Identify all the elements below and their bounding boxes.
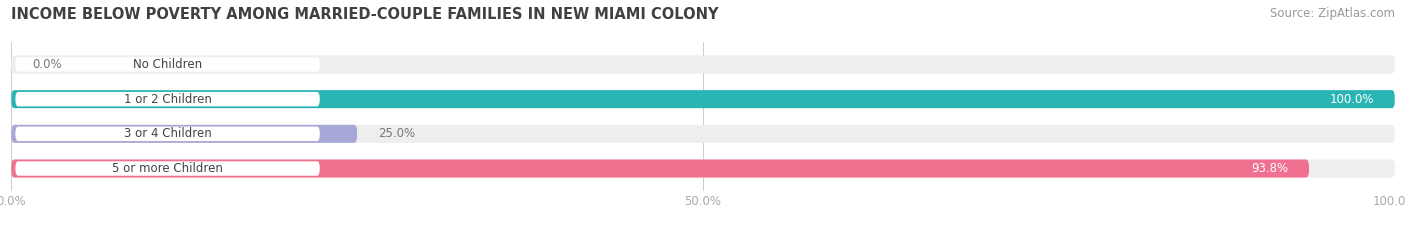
Text: 100.0%: 100.0% bbox=[1330, 93, 1374, 106]
FancyBboxPatch shape bbox=[11, 90, 1395, 108]
FancyBboxPatch shape bbox=[11, 160, 1395, 178]
Text: No Children: No Children bbox=[134, 58, 202, 71]
Text: 93.8%: 93.8% bbox=[1251, 162, 1288, 175]
Text: 1 or 2 Children: 1 or 2 Children bbox=[124, 93, 211, 106]
Text: 0.0%: 0.0% bbox=[32, 58, 62, 71]
FancyBboxPatch shape bbox=[15, 161, 319, 176]
FancyBboxPatch shape bbox=[15, 57, 319, 72]
FancyBboxPatch shape bbox=[11, 160, 1309, 178]
FancyBboxPatch shape bbox=[11, 90, 1395, 108]
Text: 3 or 4 Children: 3 or 4 Children bbox=[124, 127, 211, 140]
FancyBboxPatch shape bbox=[15, 92, 319, 106]
Text: INCOME BELOW POVERTY AMONG MARRIED-COUPLE FAMILIES IN NEW MIAMI COLONY: INCOME BELOW POVERTY AMONG MARRIED-COUPL… bbox=[11, 7, 718, 22]
FancyBboxPatch shape bbox=[11, 125, 357, 143]
Text: 25.0%: 25.0% bbox=[378, 127, 415, 140]
FancyBboxPatch shape bbox=[11, 125, 1395, 143]
FancyBboxPatch shape bbox=[15, 127, 319, 141]
Text: Source: ZipAtlas.com: Source: ZipAtlas.com bbox=[1270, 7, 1395, 20]
FancyBboxPatch shape bbox=[11, 55, 1395, 73]
Text: 5 or more Children: 5 or more Children bbox=[112, 162, 224, 175]
